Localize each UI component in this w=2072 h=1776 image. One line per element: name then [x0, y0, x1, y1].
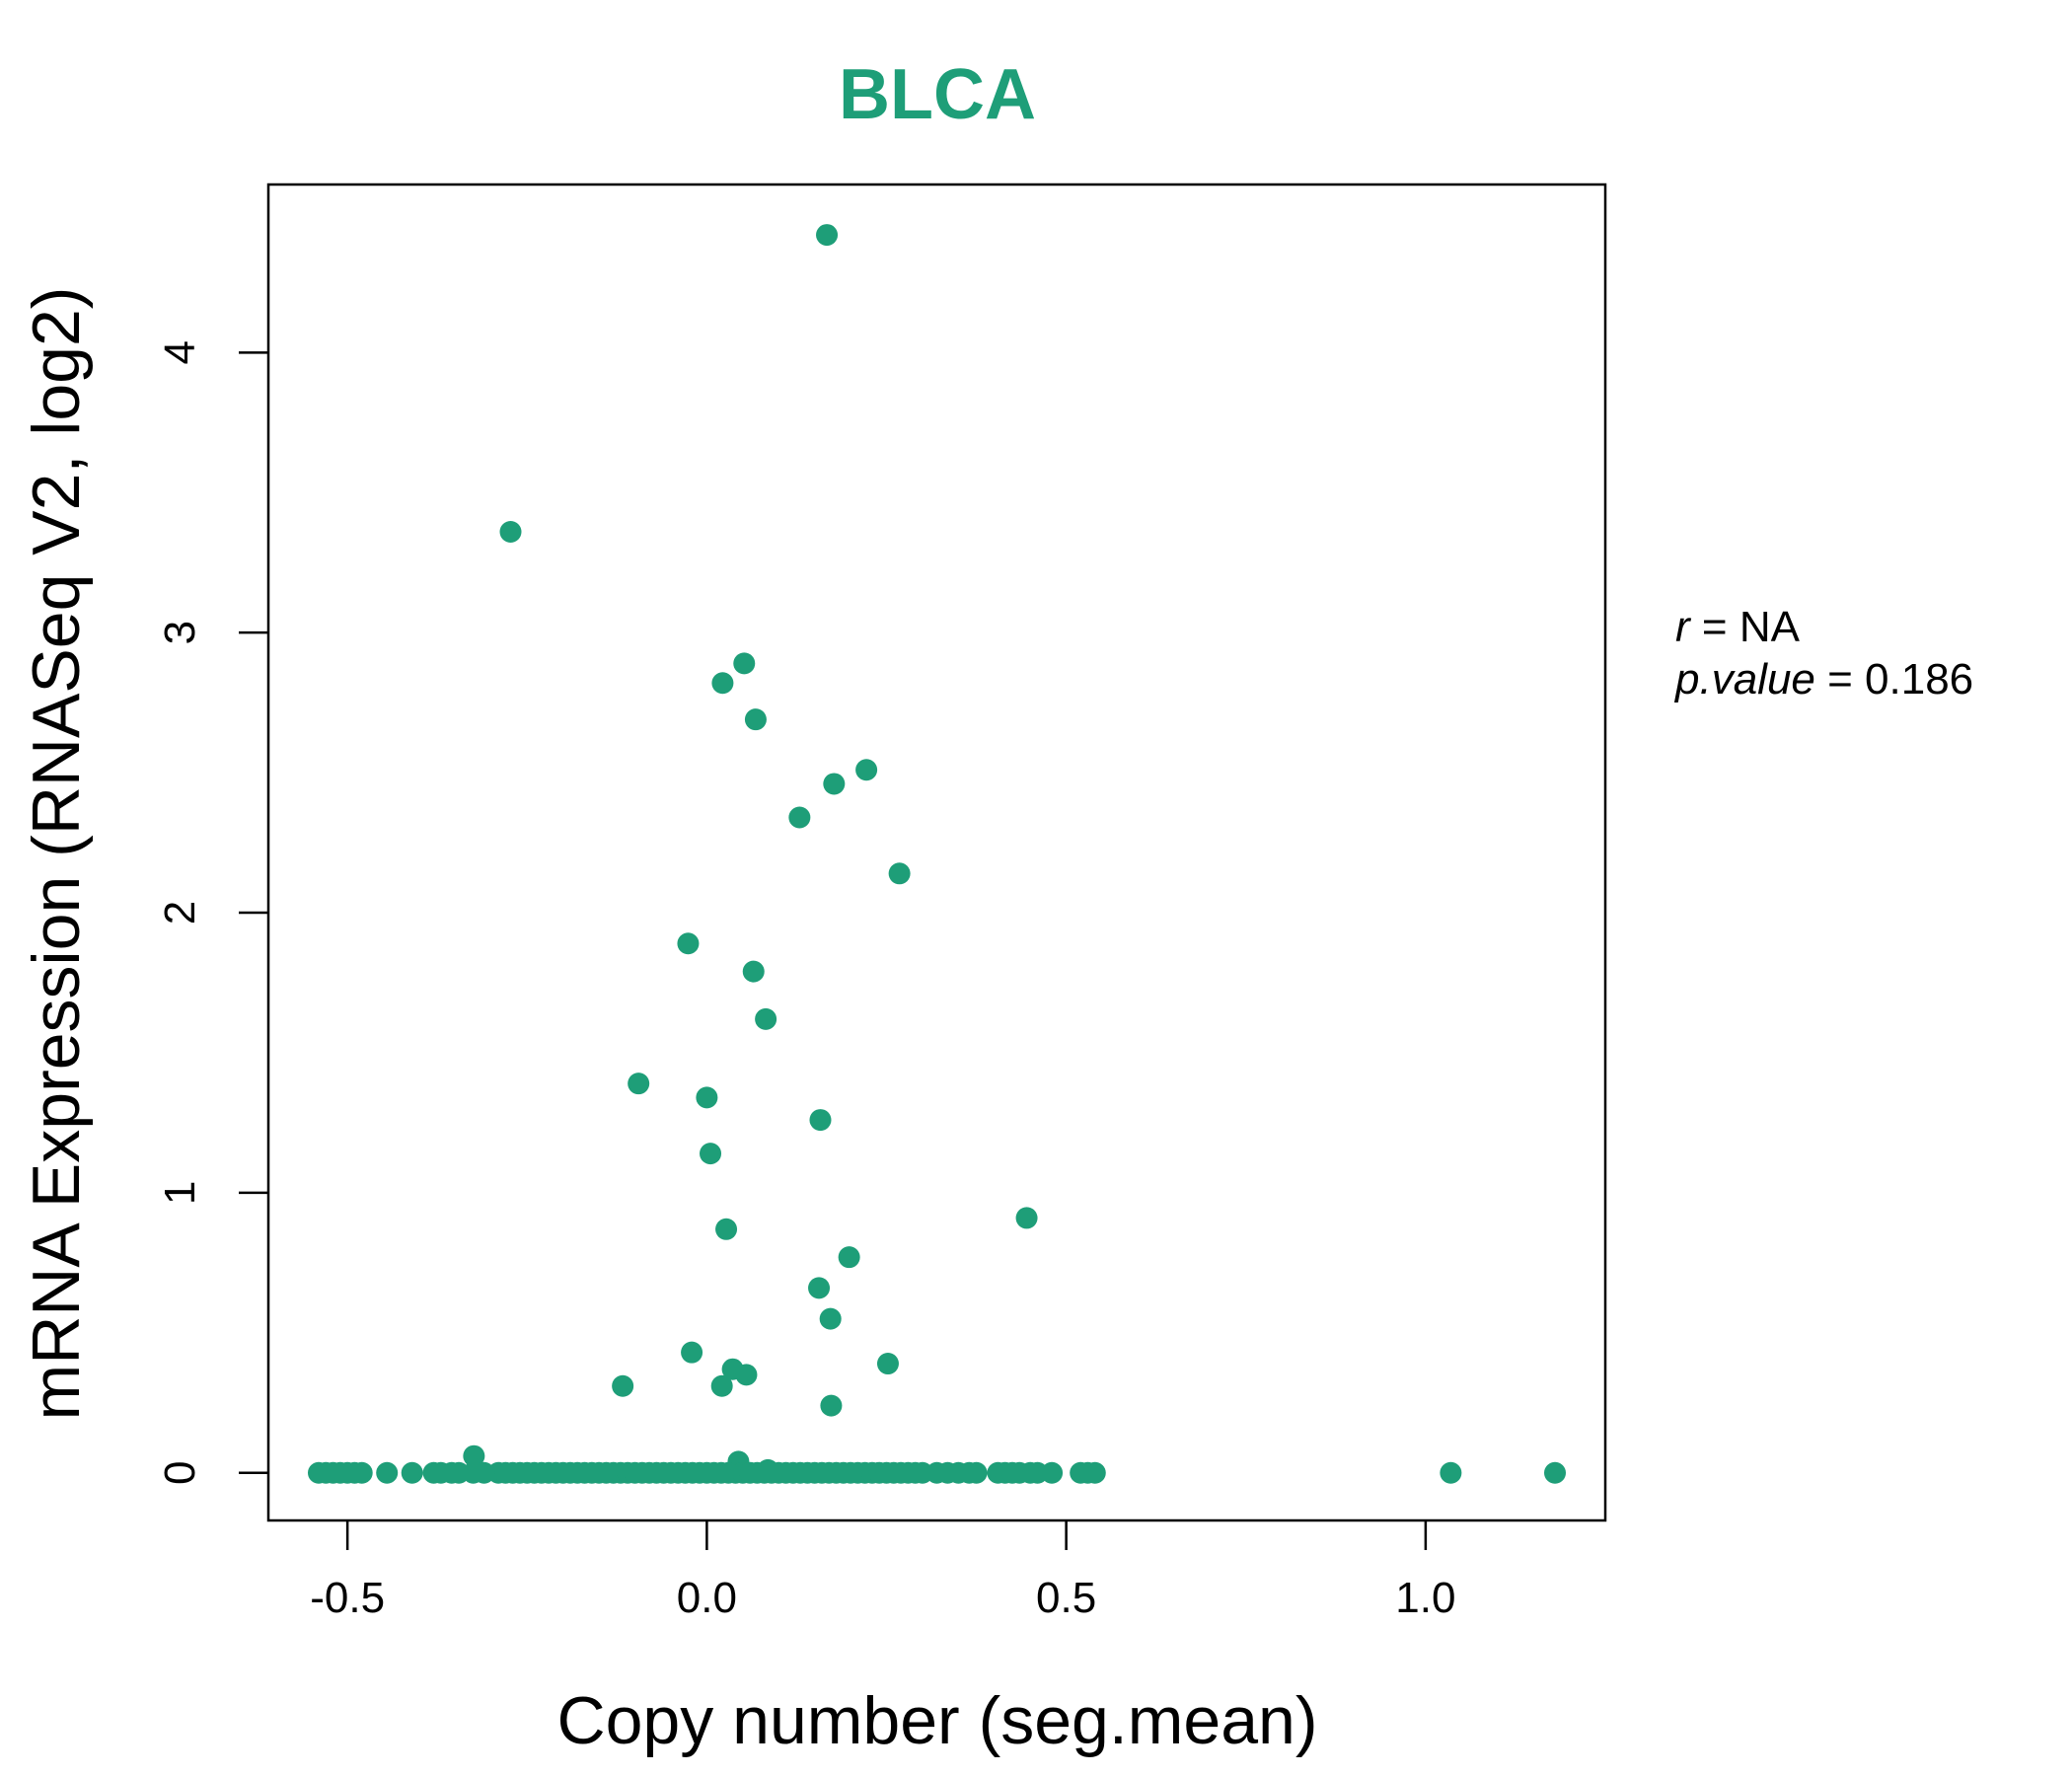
data-points — [307, 224, 1567, 1484]
data-point — [681, 1341, 703, 1364]
y-tick-label: 0 — [156, 1461, 204, 1485]
data-point — [1083, 1461, 1106, 1484]
data-point — [809, 1109, 832, 1132]
data-point — [711, 672, 734, 695]
correlation-stats: r = NA p.value = 0.186 — [1673, 603, 1973, 703]
data-point — [823, 773, 846, 795]
data-point — [965, 1461, 988, 1484]
data-point — [715, 1218, 738, 1240]
data-point — [696, 1086, 718, 1109]
chart-title: BLCA — [839, 55, 1036, 134]
r-label: r — [1675, 603, 1692, 651]
data-point — [1440, 1461, 1462, 1484]
p-value-stat-line: p.value = 0.186 — [1673, 655, 1973, 703]
data-point — [820, 1394, 843, 1417]
r-value: NA — [1739, 603, 1801, 651]
y-tick-label: 1 — [156, 1181, 204, 1205]
data-point — [876, 1353, 899, 1375]
data-point — [463, 1444, 485, 1467]
data-point — [710, 1374, 733, 1397]
data-point — [1041, 1461, 1064, 1484]
data-point — [744, 708, 767, 731]
r-stat-line: r = NA — [1675, 603, 1801, 651]
y-tick-label: 4 — [156, 340, 204, 364]
data-point — [735, 1364, 758, 1386]
data-point — [788, 806, 811, 829]
data-point — [700, 1143, 722, 1165]
data-point — [855, 759, 878, 781]
data-point — [376, 1461, 399, 1484]
x-axis-title: Copy number (seg.mean) — [556, 1683, 1317, 1758]
data-point — [401, 1461, 423, 1484]
x-tick-label: 0.5 — [1036, 1574, 1096, 1622]
x-axis: -0.5 0.0 0.5 1.0 — [310, 1520, 1455, 1622]
y-axis: 0 1 2 3 4 — [156, 340, 268, 1485]
data-point — [677, 932, 700, 955]
y-axis-title: mRNA Expression (RNASeq V2, log2) — [19, 287, 94, 1421]
data-point — [733, 652, 756, 675]
data-point — [628, 1073, 650, 1095]
y-tick-label: 3 — [156, 621, 204, 644]
data-point — [808, 1277, 831, 1299]
p-value-equals: = — [1827, 655, 1865, 703]
data-point — [612, 1374, 634, 1397]
y-tick-label: 2 — [156, 901, 204, 925]
x-tick-label: 1.0 — [1395, 1574, 1455, 1622]
data-point — [838, 1246, 860, 1269]
p-value-value: 0.186 — [1865, 655, 1973, 703]
p-value-label: p.value — [1673, 655, 1815, 703]
x-tick-label: -0.5 — [310, 1574, 385, 1622]
data-point — [816, 224, 839, 247]
data-point — [755, 1007, 777, 1030]
x-tick-label: 0.0 — [677, 1574, 737, 1622]
data-point — [1015, 1207, 1038, 1229]
data-point — [350, 1461, 373, 1484]
data-point — [888, 862, 911, 885]
data-point — [742, 960, 765, 983]
r-equals: = — [1702, 603, 1739, 651]
data-point — [499, 520, 522, 543]
data-point — [1544, 1461, 1567, 1484]
plot-frame — [266, 183, 1607, 1522]
data-point — [819, 1307, 842, 1330]
